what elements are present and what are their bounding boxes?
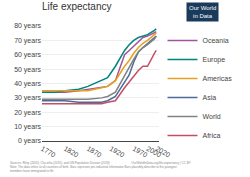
svg-text:Sources: Riley (2005); Clio-in: Sources: Riley (2005); Clio-infra (2015)… (10, 161, 191, 173)
svg-text:World: World (203, 113, 221, 120)
svg-text:1970: 1970 (132, 145, 149, 159)
svg-text:50 years: 50 years (14, 66, 41, 74)
svg-text:1920: 1920 (109, 145, 126, 159)
svg-text:Our Worldin Data: Our Worldin Data (189, 5, 216, 19)
svg-text:Americas: Americas (203, 75, 233, 82)
svg-text:Life expectancy: Life expectancy (42, 1, 112, 12)
svg-text:2000: 2000 (145, 145, 162, 159)
svg-text:2020: 2020 (154, 145, 171, 159)
svg-text:40 years: 40 years (14, 80, 41, 88)
svg-text:0 years: 0 years (18, 137, 41, 145)
svg-text:Asia: Asia (203, 94, 217, 101)
svg-text:Europe: Europe (203, 56, 226, 64)
svg-text:1870: 1870 (86, 145, 103, 159)
svg-text:Oceania: Oceania (203, 37, 229, 44)
svg-text:1770: 1770 (40, 145, 57, 159)
svg-text:70 years: 70 years (14, 37, 41, 45)
svg-text:20 years: 20 years (14, 109, 41, 117)
svg-text:10 years: 10 years (14, 123, 41, 131)
svg-text:80 years: 80 years (14, 22, 41, 30)
svg-text:30 years: 30 years (14, 94, 41, 102)
svg-text:Africa: Africa (203, 132, 221, 139)
svg-text:60 years: 60 years (14, 51, 41, 59)
svg-text:1820: 1820 (63, 145, 80, 159)
